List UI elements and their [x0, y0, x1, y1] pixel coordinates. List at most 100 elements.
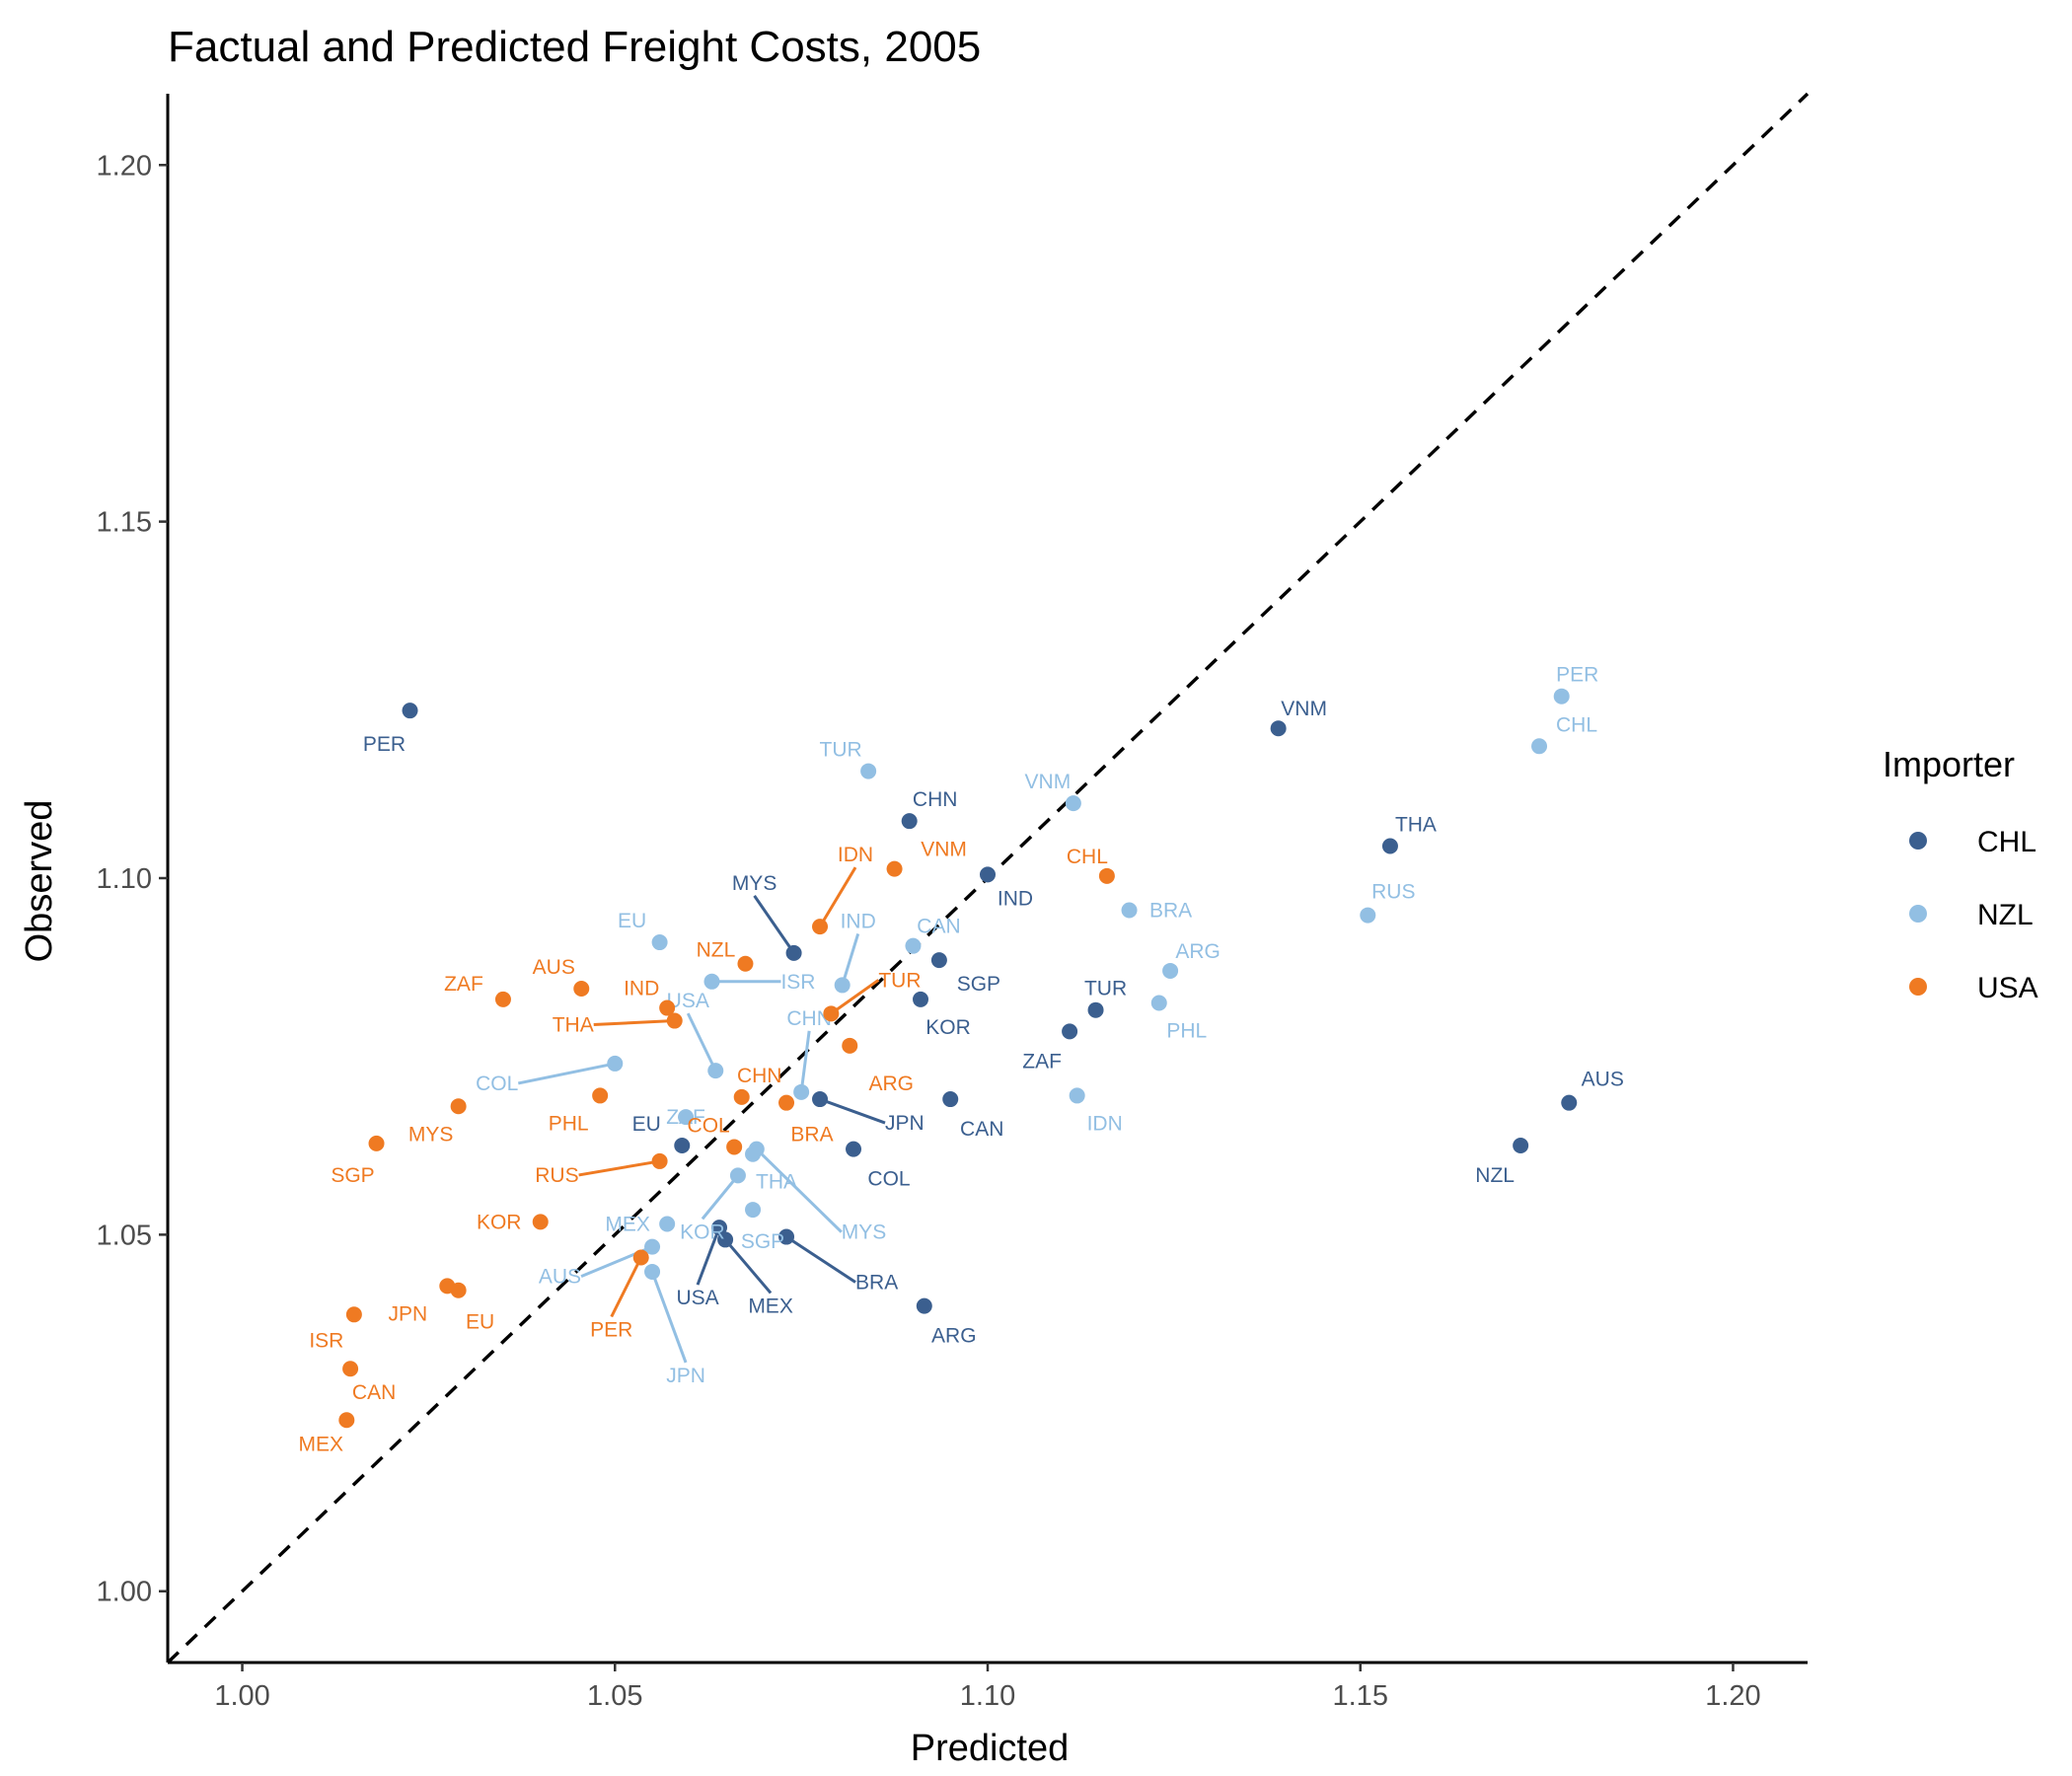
point-label: KOR — [925, 1016, 971, 1039]
point-nzl-rus — [1360, 907, 1376, 924]
point-label: VNM — [1025, 771, 1072, 793]
point-chl-per — [402, 703, 418, 719]
series-nzl: PER CHL TUR VNM BRA RUS EU CAN ARG ISR IND PHL COL US… — [476, 664, 1598, 1387]
point-nzl-vnm — [1065, 795, 1081, 812]
point-label: EU — [618, 910, 646, 932]
point-nzl-sgp — [745, 1202, 762, 1219]
point-chl-nzl — [1513, 1138, 1529, 1154]
point-usa-tur — [823, 1005, 840, 1022]
point-nzl-aus — [644, 1238, 661, 1255]
point-nzl-tha — [745, 1146, 762, 1162]
point-label: ARG — [1175, 940, 1221, 963]
point-usa-bra — [778, 1094, 795, 1111]
point-nzl-chn — [793, 1083, 810, 1100]
point-leader-line — [517, 1062, 616, 1085]
point-nzl-arg — [1162, 962, 1179, 979]
point-chl-bra — [778, 1228, 795, 1245]
x-tick-label: 1.15 — [1333, 1680, 1388, 1712]
point-usa-chl — [1098, 867, 1115, 884]
point-label: PHL — [1166, 1019, 1207, 1042]
point-usa-ind — [659, 999, 676, 1016]
point-label: RUS — [535, 1164, 578, 1187]
point-label: IDN — [838, 844, 873, 866]
point-usa-kor — [532, 1214, 549, 1230]
point-chl-ind — [980, 866, 996, 883]
point-label: TUR — [820, 739, 862, 762]
point-label: MYS — [732, 872, 777, 895]
point-usa-arg — [842, 1037, 858, 1054]
point-label: KOR — [680, 1221, 725, 1243]
y-tick-label: 1.00 — [97, 1577, 152, 1608]
point-label: THA — [756, 1171, 797, 1194]
point-chl-chn — [901, 813, 918, 830]
point-label: CHL — [1067, 846, 1108, 868]
point-label: IND — [841, 910, 876, 932]
legend-key-chl — [1909, 832, 1927, 850]
point-chl-tur — [1087, 1001, 1104, 1018]
point-chl-zaf — [1062, 1023, 1078, 1040]
point-label: NZL — [1475, 1164, 1515, 1187]
point-nzl-isr — [703, 973, 720, 990]
point-leader-line — [650, 1271, 688, 1364]
point-label: MEX — [748, 1295, 793, 1317]
point-usa-mys — [450, 1098, 467, 1115]
point-label: VNM — [921, 839, 967, 861]
legend-key-nzl — [1909, 905, 1927, 923]
point-label: ARG — [868, 1073, 914, 1095]
point-label: AUS — [533, 956, 575, 979]
point-label: SGP — [331, 1164, 374, 1187]
point-chl-kor — [913, 991, 929, 1007]
point-label: BRA — [1149, 900, 1192, 923]
point-label: SGP — [957, 973, 1000, 996]
point-label: THA — [553, 1014, 594, 1037]
legend-label-chl: CHL — [1977, 826, 2036, 858]
point-leader-line — [830, 979, 880, 1015]
point-chl-eu — [674, 1138, 691, 1154]
point-leader-line — [696, 1226, 721, 1286]
point-label: JPN — [666, 1365, 705, 1387]
point-usa-vnm — [886, 860, 903, 877]
point-label: IND — [998, 887, 1033, 910]
point-nzl-mex — [659, 1216, 676, 1232]
point-label: JPN — [885, 1112, 925, 1135]
point-leader-line — [755, 1147, 843, 1233]
point-nzl-col — [607, 1055, 624, 1072]
point-usa-can — [342, 1361, 359, 1377]
point-chl-jpn — [812, 1091, 829, 1108]
point-leader-line — [785, 1235, 856, 1284]
point-usa-col — [726, 1139, 743, 1155]
point-usa-rus — [651, 1152, 668, 1169]
point-usa-isr — [345, 1306, 362, 1323]
point-chl-mex — [717, 1231, 734, 1248]
point-label: COL — [476, 1073, 518, 1095]
point-label: COL — [867, 1168, 910, 1191]
point-usa-phl — [592, 1087, 609, 1104]
point-label: AUS — [539, 1266, 581, 1289]
point-label: ISR — [780, 971, 815, 994]
point-nzl-phl — [1150, 995, 1167, 1011]
point-chl-vnm — [1270, 720, 1287, 737]
legend: Importer CHL NZL USA — [1883, 744, 2038, 1004]
point-leader-line — [818, 866, 857, 927]
point-nzl-zaf — [678, 1109, 695, 1126]
point-label: BRA — [790, 1124, 833, 1147]
point-label: USA — [667, 990, 709, 1012]
point-label: MYS — [842, 1221, 887, 1244]
point-leader-line — [723, 1238, 773, 1295]
point-label: MYS — [408, 1123, 454, 1146]
point-nzl-idn — [1069, 1087, 1085, 1104]
point-nzl-can — [905, 937, 922, 954]
point-label: CAN — [960, 1118, 1003, 1141]
point-usa-aus — [573, 981, 590, 998]
point-label: MEX — [605, 1214, 650, 1236]
point-usa-eu — [450, 1282, 467, 1298]
point-usa-per — [632, 1249, 649, 1266]
point-label: EU — [466, 1311, 494, 1334]
point-chl-col — [846, 1141, 862, 1157]
point-label: CAN — [352, 1381, 396, 1404]
point-nzl-per — [1553, 688, 1570, 704]
point-label: PER — [590, 1318, 632, 1341]
point-label: CHN — [786, 1007, 832, 1030]
point-leader-line — [593, 1019, 675, 1027]
point-label: BRA — [855, 1272, 898, 1295]
